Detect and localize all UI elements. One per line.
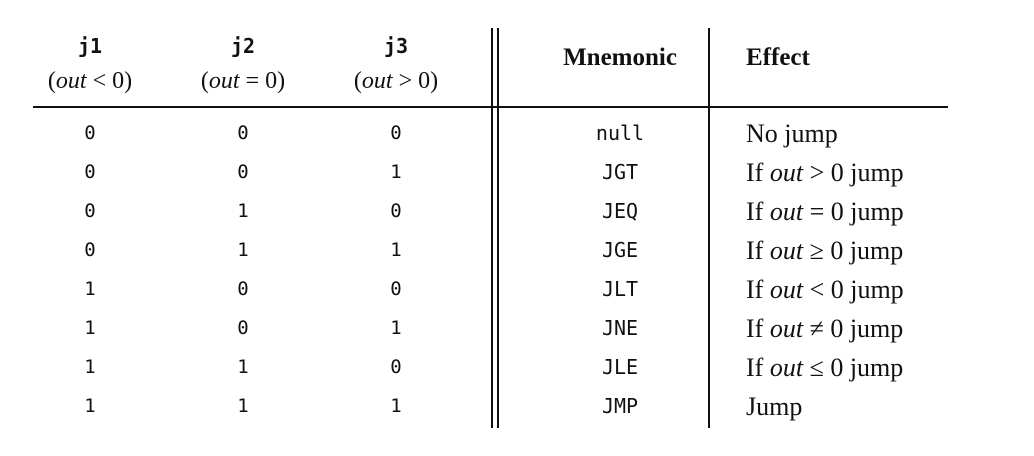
- table-row: 1 1 0 JLE If out ≤ 0 jump: [0, 348, 1034, 387]
- j2-cell: 1: [237, 356, 249, 378]
- j2-cell: 0: [237, 161, 249, 183]
- mnemonic-cell: null: [595, 121, 645, 145]
- j1-cell: 0: [84, 200, 96, 222]
- table-row: 0 0 1 JGT If out > 0 jump: [0, 153, 1034, 192]
- effect-cell: No jump: [746, 119, 838, 148]
- header-j3-code: j3: [383, 34, 409, 58]
- mnemonic-cell: JMP: [601, 394, 639, 418]
- j3-cell: 1: [390, 239, 402, 261]
- j3-cell: 0: [390, 122, 402, 144]
- header-j1-condition: (out < 0): [47, 68, 133, 94]
- header-j2-code: j2: [230, 34, 256, 58]
- j1-cell: 1: [84, 278, 96, 300]
- j3-cell: 1: [390, 317, 402, 339]
- j1-cell: 0: [84, 161, 96, 183]
- table-row: 0 1 0 JEQ If out = 0 jump: [0, 192, 1034, 231]
- j1-cell: 1: [84, 317, 96, 339]
- mnemonic-cell: JLE: [601, 355, 639, 379]
- table-row: 0 1 1 JGE If out ≥ 0 jump: [0, 231, 1034, 270]
- j3-cell: 0: [390, 278, 402, 300]
- j2-cell: 0: [237, 278, 249, 300]
- mnemonic-cell: JLT: [601, 277, 639, 301]
- effect-cell: Jump: [746, 392, 803, 421]
- effect-cell: If out ≥ 0 jump: [746, 236, 904, 265]
- effect-cell: If out < 0 jump: [746, 275, 904, 304]
- header-rule: [33, 106, 948, 108]
- double-divider-right: [497, 28, 499, 428]
- header-j3-condition: (out > 0): [353, 68, 439, 94]
- mnemonic-cell: JNE: [601, 316, 639, 340]
- effect-cell: If out > 0 jump: [746, 158, 904, 187]
- mnemonic-cell: JGT: [601, 160, 639, 184]
- j3-cell: 1: [390, 161, 402, 183]
- j1-cell: 0: [84, 122, 96, 144]
- header-j2: j2 (out = 0): [173, 34, 313, 96]
- header-mnemonic: Mnemonic: [563, 44, 677, 71]
- effect-cell: If out = 0 jump: [746, 197, 904, 226]
- j2-cell: 1: [237, 395, 249, 417]
- effect-cell: If out ≠ 0 jump: [746, 314, 904, 343]
- j1-cell: 1: [84, 395, 96, 417]
- table-row: 0 0 0 null No jump: [0, 114, 1034, 153]
- j3-cell: 0: [390, 200, 402, 222]
- j2-cell: 1: [237, 239, 249, 261]
- double-divider-left: [491, 28, 493, 428]
- mnemonic-cell: JEQ: [601, 199, 639, 223]
- header-j3: j3 (out > 0): [326, 34, 466, 96]
- j2-cell: 1: [237, 200, 249, 222]
- j1-cell: 0: [84, 239, 96, 261]
- j2-cell: 0: [237, 122, 249, 144]
- header-effect: Effect: [746, 44, 810, 71]
- table-row: 1 1 1 JMP Jump: [0, 387, 1034, 426]
- j1-cell: 1: [84, 356, 96, 378]
- j3-cell: 1: [390, 395, 402, 417]
- j3-cell: 0: [390, 356, 402, 378]
- table-row: 1 0 0 JLT If out < 0 jump: [0, 270, 1034, 309]
- header-j2-condition: (out = 0): [200, 68, 286, 94]
- effect-cell: If out ≤ 0 jump: [746, 353, 904, 382]
- table-row: 1 0 1 JNE If out ≠ 0 jump: [0, 309, 1034, 348]
- header-j1: j1 (out < 0): [20, 34, 160, 96]
- j2-cell: 0: [237, 317, 249, 339]
- header-j1-code: j1: [77, 34, 103, 58]
- column-divider: [708, 28, 710, 428]
- mnemonic-cell: JGE: [601, 238, 639, 262]
